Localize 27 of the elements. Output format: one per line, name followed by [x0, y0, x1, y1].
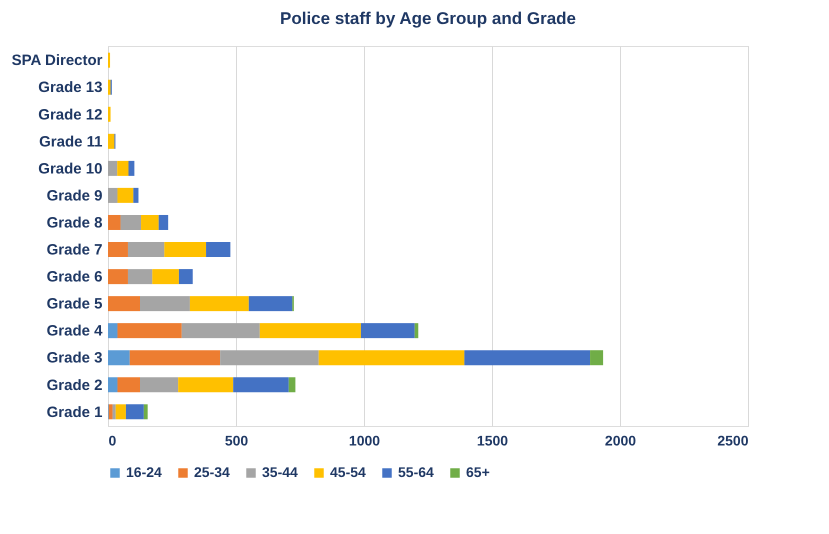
legend-label: 65+	[466, 464, 490, 480]
x-tick-label: 500	[224, 432, 248, 448]
x-tick-label: 2000	[604, 432, 636, 448]
chart-title: Police staff by Age Group and Grade	[280, 9, 576, 28]
legend-label: 35-44	[262, 464, 298, 480]
y-tick-label: Grade 3	[46, 350, 102, 367]
y-tick-label: Grade 8	[46, 214, 102, 232]
y-tick-label: SPA Director	[12, 52, 103, 70]
y-tick-label: Grade 6	[46, 268, 102, 286]
y-tick-label: Grade 7	[46, 242, 102, 259]
y-tick-label: Grade 1	[46, 404, 102, 421]
y-tick-label: Grade 4	[46, 322, 104, 340]
x-tick-label: 0	[108, 432, 116, 448]
legend-label: 55-64	[398, 464, 434, 480]
y-tick-label: Grade 13	[38, 79, 102, 96]
y-tick-label: Grade 9	[46, 187, 102, 204]
legend-label: 25-34	[194, 464, 230, 480]
x-tick-label: 1500	[476, 432, 508, 448]
y-tick-label: Grade 10	[38, 160, 102, 178]
y-tick-label: Grade 11	[39, 133, 102, 150]
y-tick-label: Grade 12	[38, 106, 102, 124]
x-tick-label: 2500	[717, 432, 749, 448]
y-tick-label: Grade 5	[46, 296, 102, 313]
legend-label: 45-54	[330, 464, 366, 480]
y-tick-label: Grade 2	[46, 376, 102, 394]
legend-label: 16-24	[126, 464, 162, 480]
x-tick-label: 1000	[348, 432, 380, 448]
